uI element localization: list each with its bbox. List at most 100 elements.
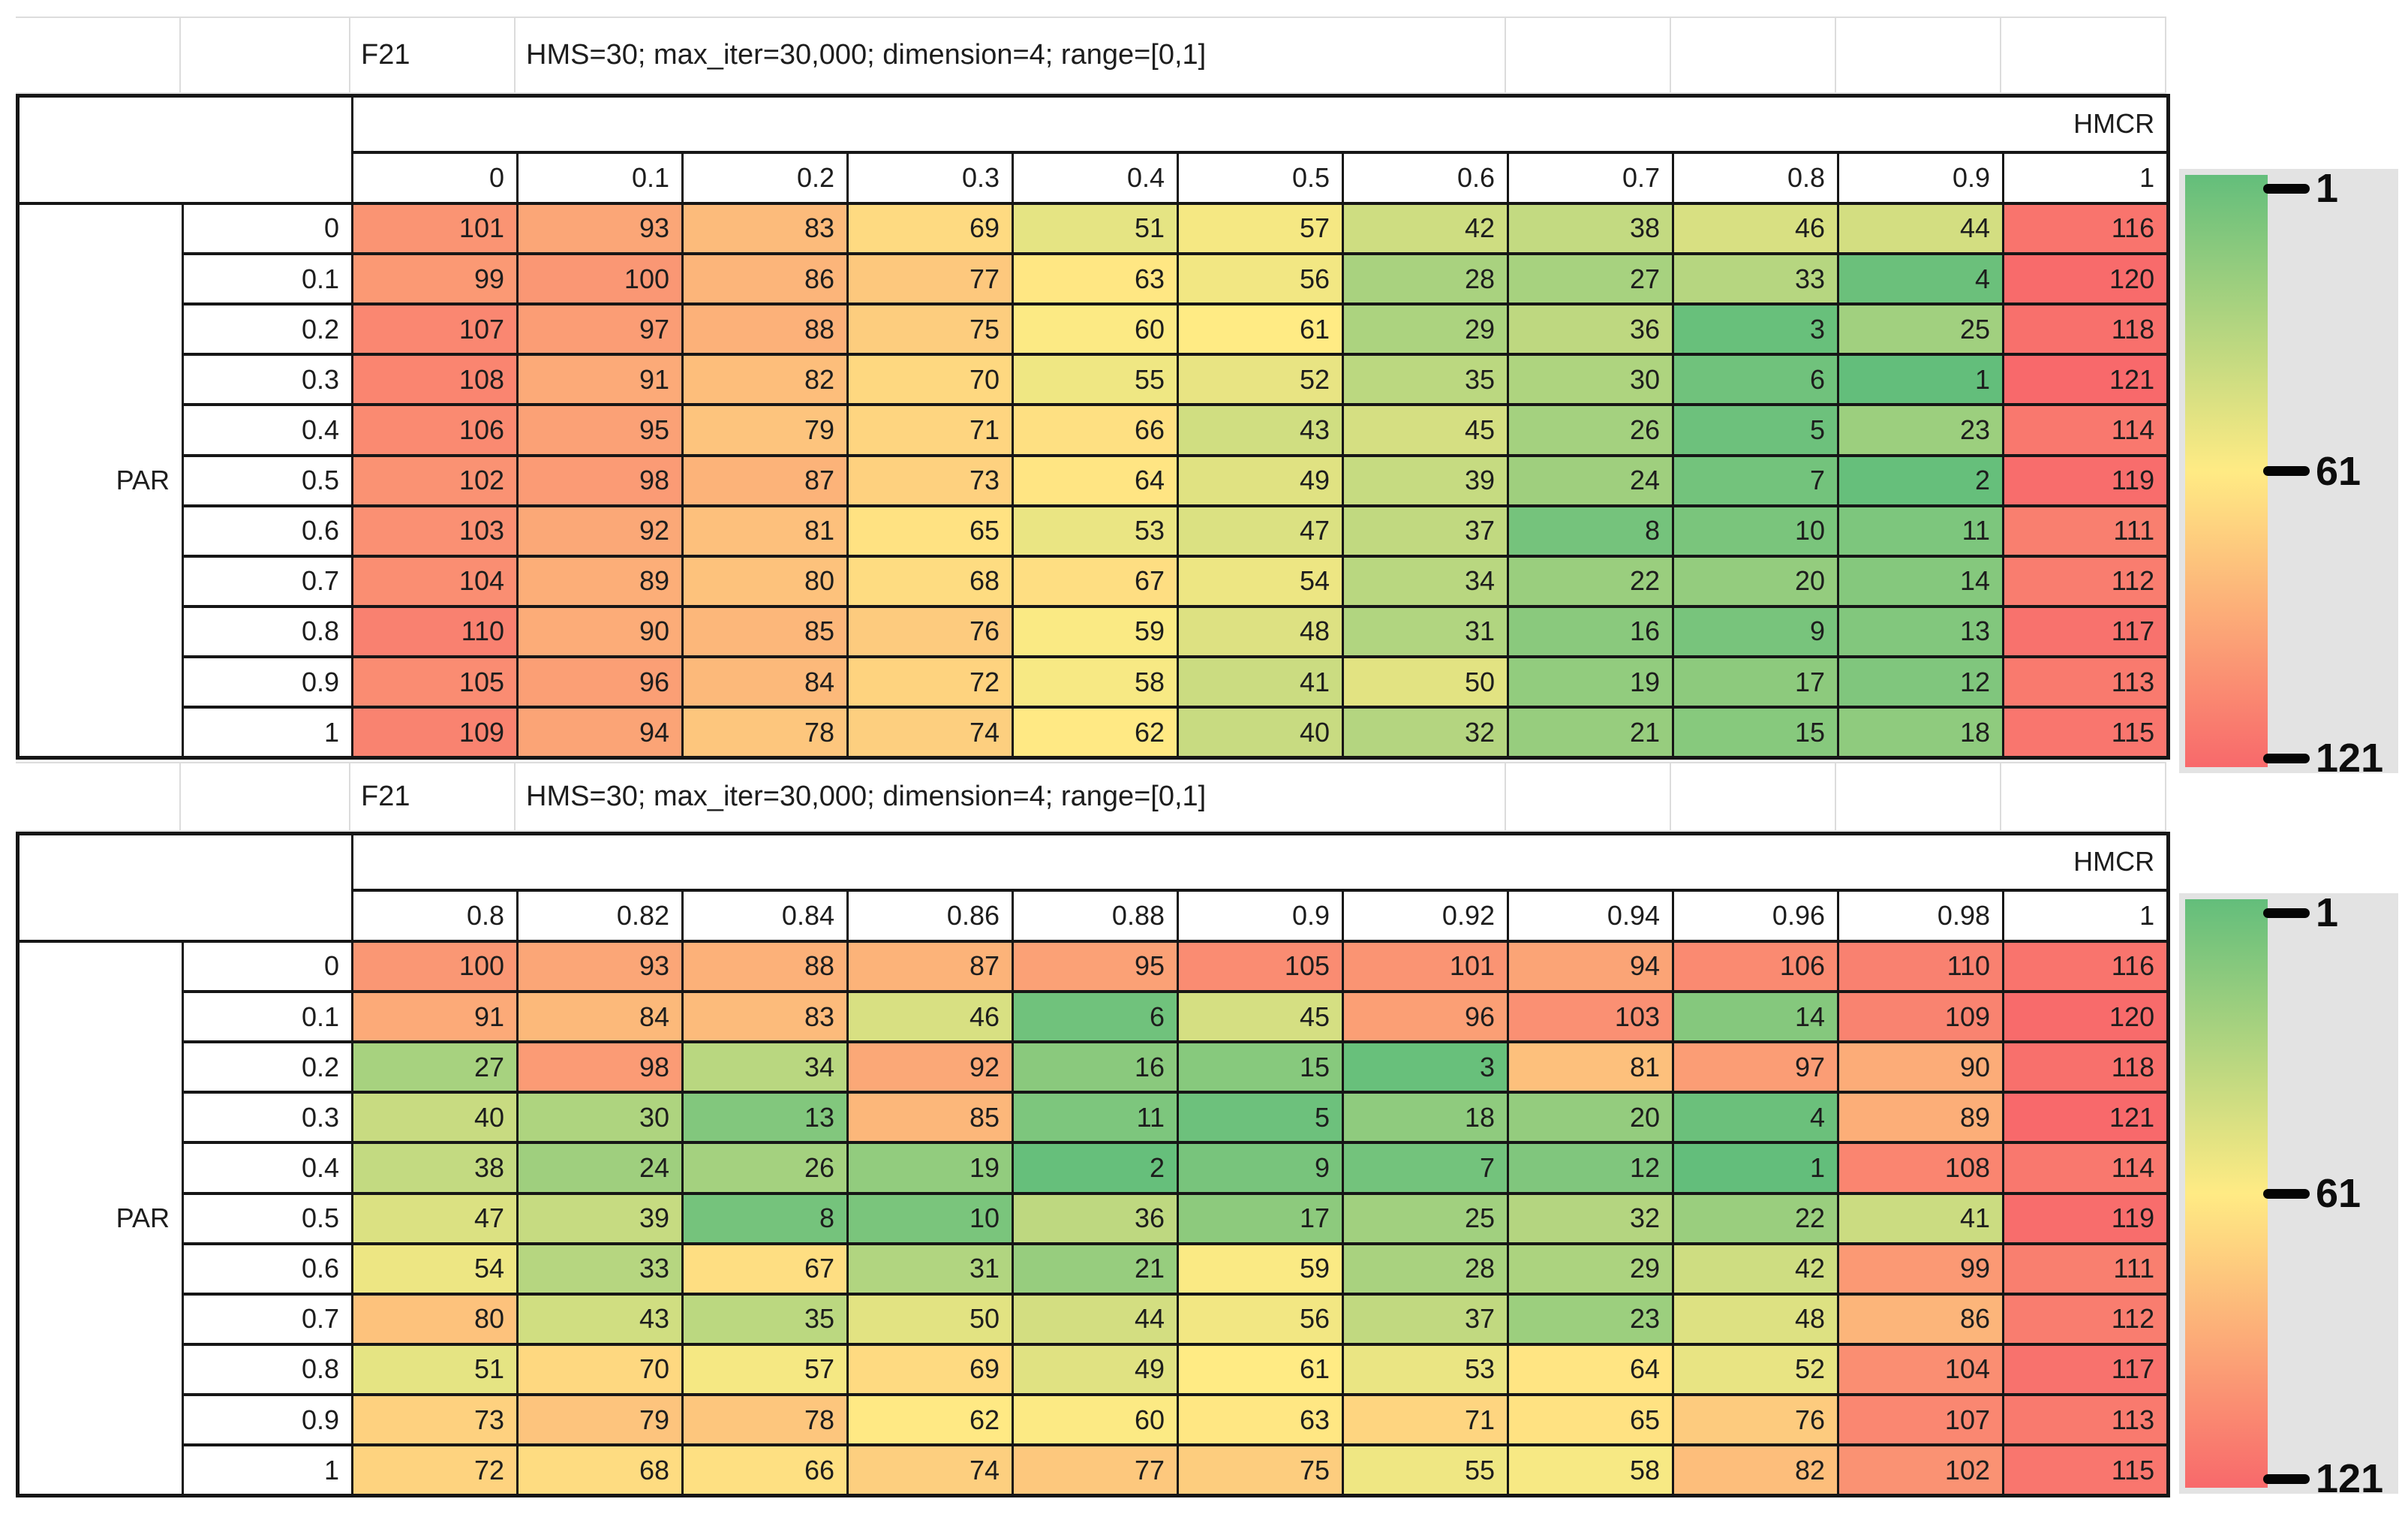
heatmap-cell: 56 <box>1177 251 1344 306</box>
col-header: 0.2 <box>681 150 849 205</box>
heatmap-cell: 18 <box>1342 1091 1509 1145</box>
heatmap-row: PAR 0 101 93 83 69 51 57 42 38 46 44 116 <box>17 201 2170 760</box>
heatmap-row: 0.6 54 33 67 31 21 59 28 29 42 99 111 <box>18 1242 2170 1296</box>
heatmap-cell: 87 <box>681 453 849 507</box>
heatmap-cell: 49 <box>1012 1342 1179 1397</box>
heatmap-cell: 104 <box>351 554 519 608</box>
heatmap-cell: 74 <box>846 706 1014 760</box>
row-header: 1 <box>182 1443 353 1497</box>
colorbar-tick: 1 <box>2263 890 2338 935</box>
heatmap-cell: 2 <box>1837 453 2004 507</box>
title-empty-cell <box>1506 18 1671 92</box>
params-label: HMS=30; max_iter=30,000; dimension=4; ra… <box>516 18 1506 92</box>
heatmap-cell: 84 <box>681 655 849 709</box>
heatmap-cell: 42 <box>1672 1242 1839 1296</box>
heatmap-cell: 60 <box>1012 302 1179 357</box>
heatmap-cell: 8 <box>681 1191 849 1245</box>
heatmap-cell: 119 <box>2001 1191 2170 1245</box>
colorbar-gradient <box>2185 899 2268 1488</box>
heatmap-cell: 77 <box>1012 1443 1179 1497</box>
heatmap-cell: 17 <box>1177 1191 1344 1245</box>
heatmap-cell: 36 <box>1012 1191 1179 1245</box>
row-header: 0.4 <box>182 403 353 457</box>
heatmap-cell: 22 <box>1507 554 1674 608</box>
colorbar-tick: 61 <box>2263 449 2361 494</box>
heatmap-cell: 10 <box>846 1191 1014 1245</box>
col-header: 0.96 <box>1672 888 1839 943</box>
row-header: 0 <box>182 201 353 255</box>
title-empty-cell <box>16 763 181 830</box>
colorbar-tick-mark <box>2263 183 2310 194</box>
corner-cell <box>17 832 353 943</box>
heatmap-cell: 64 <box>1507 1342 1674 1397</box>
heatmap-cell: 5 <box>1672 403 1839 457</box>
row-header: 0.8 <box>182 1342 353 1397</box>
row-header: 0.9 <box>182 1393 353 1447</box>
heatmap-cell: 72 <box>351 1443 519 1497</box>
heatmap-cell: 39 <box>516 1191 684 1245</box>
heatmap-cell: 94 <box>1507 939 1674 993</box>
colorbar-tick-mark <box>2263 907 2310 918</box>
heatmap-cell: 56 <box>1177 1292 1344 1346</box>
col-header: 0.7 <box>1507 150 1674 205</box>
row-header: 0.1 <box>182 251 353 306</box>
title-empty-cell <box>2001 763 2166 830</box>
heatmap-row: 0.4 38 24 26 19 2 9 7 12 1 108 114 <box>18 1141 2170 1195</box>
heatmap-table-top: HMCR 0 0.1 0.2 0.3 0.4 0.5 0.6 0.7 0.8 0.9 1 PAR 0 1… <box>16 94 2171 760</box>
heatmap-cell: 12 <box>1507 1141 1674 1195</box>
heatmap-cell: 25 <box>1837 302 2004 357</box>
heatmap-cell: 44 <box>1837 201 2004 255</box>
heatmap-cell: 97 <box>516 302 684 357</box>
heatmap-cell: 61 <box>1177 302 1344 357</box>
heatmap-cell: 112 <box>2001 554 2170 608</box>
col-header: 0.92 <box>1342 888 1509 943</box>
heatmap-cell: 73 <box>846 453 1014 507</box>
heatmap-cell: 13 <box>1837 604 2004 659</box>
row-header: 0.7 <box>182 554 353 608</box>
heatmap-row: 0.3 40 30 13 85 11 5 18 20 4 89 121 <box>18 1091 2170 1145</box>
heatmap-cell: 60 <box>1012 1393 1179 1447</box>
heatmap-cell: 62 <box>1012 706 1179 760</box>
heatmap-cell: 109 <box>1837 989 2004 1044</box>
row-header: 0.1 <box>182 989 353 1044</box>
heatmap-cell: 11 <box>1012 1091 1179 1145</box>
heatmap-cell: 24 <box>516 1141 684 1195</box>
colorbar-tick-label: 61 <box>2316 1171 2361 1216</box>
heatmap-cell: 13 <box>681 1091 849 1145</box>
heatmap-row: 0.8 110 90 85 76 59 48 31 16 9 13 117 <box>18 604 2170 659</box>
heatmap-cell: 97 <box>1672 1040 1839 1094</box>
heatmap-cell: 76 <box>846 604 1014 659</box>
heatmap-row: 0.1 99 100 86 77 63 56 28 27 33 4 120 <box>18 251 2170 306</box>
heatmap-cell: 91 <box>351 989 519 1044</box>
heatmap-cell: 51 <box>1012 201 1179 255</box>
heatmap-cell: 9 <box>1177 1141 1344 1195</box>
heatmap-cell: 4 <box>1672 1091 1839 1145</box>
heatmap-cell: 109 <box>351 706 519 760</box>
corner-cell <box>17 94 353 205</box>
colorbar-legend: 1 61 121 <box>2179 168 2398 778</box>
heatmap-cell: 81 <box>1507 1040 1674 1094</box>
heatmap-cell: 29 <box>1342 302 1509 357</box>
heatmap-row: 0.5 102 98 87 73 64 49 39 24 7 2 119 <box>18 453 2170 507</box>
col-header: 0 <box>351 150 519 205</box>
heatmap-row: 0.7 80 43 35 50 44 56 37 23 48 86 112 <box>18 1292 2170 1346</box>
heatmap-cell: 28 <box>1342 1242 1509 1296</box>
heatmap-cell: 76 <box>1672 1393 1839 1447</box>
title-empty-cell <box>1671 763 1836 830</box>
heatmap-cell: 31 <box>1342 604 1509 659</box>
heatmap-cell: 62 <box>846 1393 1014 1447</box>
heatmap-cell: 58 <box>1507 1443 1674 1497</box>
heatmap-cell: 69 <box>846 201 1014 255</box>
heatmap-cell: 84 <box>516 989 684 1044</box>
heatmap-cell: 83 <box>681 201 849 255</box>
heatmap-cell: 48 <box>1672 1292 1839 1346</box>
heatmap-cell: 55 <box>1342 1443 1509 1497</box>
col-header: 0.6 <box>1342 150 1509 205</box>
heatmap-cell: 67 <box>1012 554 1179 608</box>
heatmap-cell: 33 <box>516 1242 684 1296</box>
heatmap-cell: 87 <box>846 939 1014 993</box>
col-header: 0.86 <box>846 888 1014 943</box>
heatmap-cell: 121 <box>2001 1091 2170 1145</box>
heatmap-cell: 63 <box>1012 251 1179 306</box>
heatmap-cell: 104 <box>1837 1342 2004 1397</box>
